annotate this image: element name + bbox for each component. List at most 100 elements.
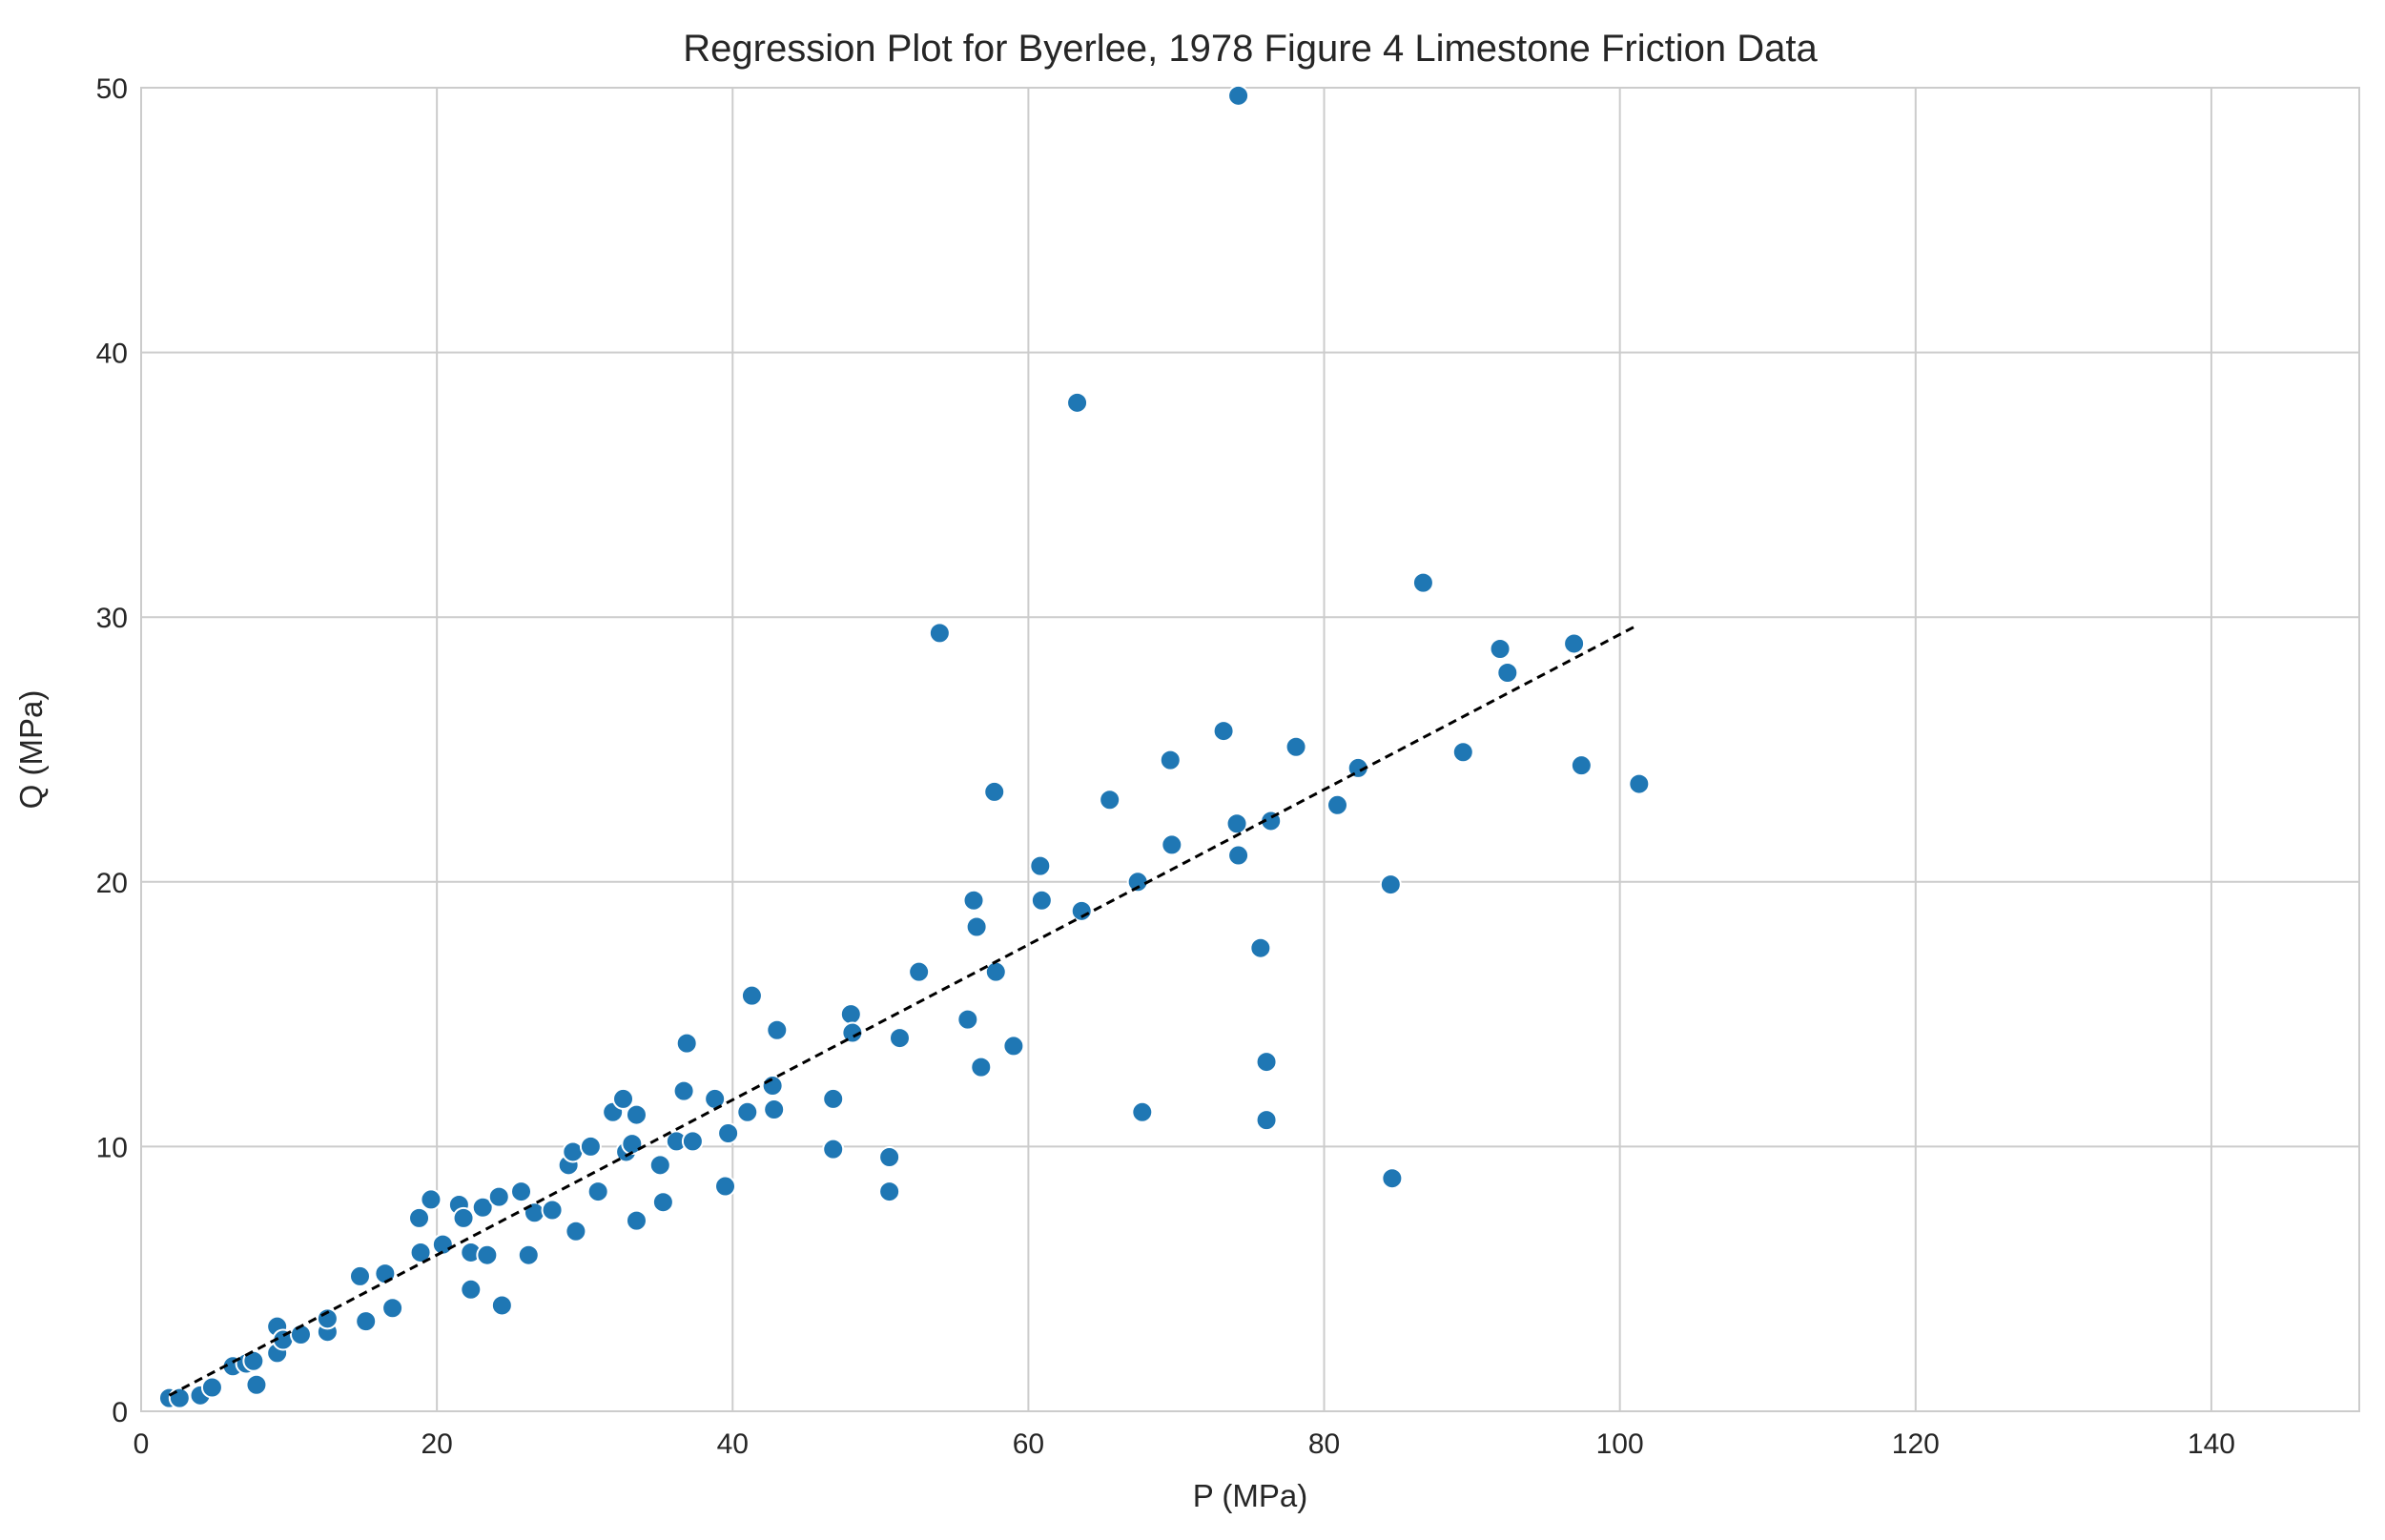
data-point: [956, 1008, 979, 1031]
data-point: [761, 1075, 784, 1098]
data-point: [1227, 844, 1250, 867]
x-tick-label: 80: [1308, 1428, 1340, 1460]
x-tick-label: 100: [1596, 1428, 1644, 1460]
data-point: [1070, 899, 1093, 922]
x-tick-label: 120: [1892, 1428, 1940, 1460]
data-point: [1212, 720, 1235, 743]
data-point: [1411, 571, 1434, 594]
data-point: [510, 1181, 533, 1203]
data-point: [1161, 833, 1183, 856]
data-point: [621, 1133, 644, 1156]
x-tick-label: 40: [717, 1428, 749, 1460]
y-axis-label: Q (MPa): [13, 690, 49, 810]
x-tick-labels: 0 20 40 60 80 100 120 140: [134, 1428, 2235, 1460]
data-point: [704, 1087, 727, 1110]
data-point: [1002, 1035, 1025, 1057]
data-point: [490, 1294, 513, 1317]
data-point: [476, 1243, 499, 1266]
data-point: [965, 915, 988, 938]
x-tick-label: 0: [134, 1428, 150, 1460]
data-point: [625, 1103, 648, 1126]
x-tick-label: 20: [421, 1428, 452, 1460]
y-tick-label: 50: [96, 73, 128, 105]
data-point: [962, 889, 985, 912]
regression-line: [168, 624, 1638, 1397]
data-point: [409, 1241, 432, 1263]
data-point: [1379, 873, 1402, 896]
data-point: [1570, 754, 1593, 777]
data-point: [1249, 936, 1272, 959]
y-tick-label: 40: [96, 339, 128, 370]
data-point: [612, 1087, 635, 1110]
y-tick-labels: 0 10 20 30 40 50: [96, 73, 128, 1428]
data-point: [1285, 735, 1307, 758]
data-point: [460, 1278, 483, 1301]
data-point: [355, 1310, 378, 1333]
data-point: [200, 1376, 223, 1399]
data-point: [242, 1349, 265, 1372]
data-point: [245, 1373, 268, 1396]
data-point: [1227, 84, 1250, 107]
data-point: [1131, 1100, 1154, 1123]
y-tick-label: 30: [96, 603, 128, 634]
data-point: [487, 1185, 510, 1208]
data-points: [157, 84, 1651, 1409]
x-tick-label: 140: [2188, 1428, 2235, 1460]
data-point: [1628, 772, 1651, 795]
data-point: [822, 1138, 845, 1160]
data-point: [736, 1100, 759, 1123]
data-point: [586, 1181, 609, 1203]
data-point: [714, 1175, 737, 1198]
data-point: [839, 1003, 862, 1026]
data-point: [970, 1056, 993, 1078]
data-point: [408, 1206, 431, 1229]
data-point: [672, 1079, 695, 1102]
data-point: [1029, 854, 1052, 877]
data-point: [348, 1264, 371, 1287]
data-point: [541, 1199, 564, 1222]
data-point: [1326, 793, 1348, 816]
chart-title: Regression Plot for Byerlee, 1978 Figure…: [683, 28, 1818, 70]
data-point: [1563, 632, 1586, 655]
data-point: [983, 780, 1006, 803]
data-point: [1255, 1051, 1278, 1074]
data-point: [984, 960, 1007, 983]
data-point: [1159, 749, 1182, 771]
x-tick-label: 60: [1013, 1428, 1044, 1460]
data-point: [517, 1243, 540, 1266]
y-tick-label: 20: [96, 868, 128, 899]
data-point: [908, 960, 931, 983]
y-tick-label: 0: [112, 1397, 128, 1428]
data-point: [717, 1122, 740, 1145]
data-point: [822, 1087, 845, 1110]
data-point: [1225, 812, 1248, 835]
data-point: [878, 1181, 901, 1203]
data-point: [1066, 391, 1089, 414]
data-point: [1255, 1109, 1278, 1132]
data-point: [565, 1220, 587, 1242]
data-point: [1030, 889, 1053, 912]
data-point: [625, 1209, 648, 1232]
data-point: [681, 1130, 704, 1153]
data-point: [579, 1135, 602, 1158]
data-point: [928, 622, 951, 645]
data-point: [740, 984, 763, 1007]
data-point: [878, 1146, 901, 1169]
data-point: [1099, 789, 1121, 811]
x-axis-label: P (MPa): [1193, 1478, 1307, 1513]
data-point: [1496, 661, 1519, 684]
data-point: [452, 1206, 475, 1229]
data-point: [168, 1386, 191, 1409]
data-point: [651, 1191, 674, 1214]
data-point: [766, 1018, 789, 1041]
data-point: [381, 1297, 404, 1320]
data-point: [431, 1233, 454, 1256]
data-point: [841, 1021, 864, 1044]
data-point: [523, 1201, 545, 1224]
data-point: [1381, 1167, 1404, 1190]
data-point: [763, 1099, 786, 1121]
data-point: [648, 1154, 671, 1177]
data-point: [1489, 638, 1511, 661]
